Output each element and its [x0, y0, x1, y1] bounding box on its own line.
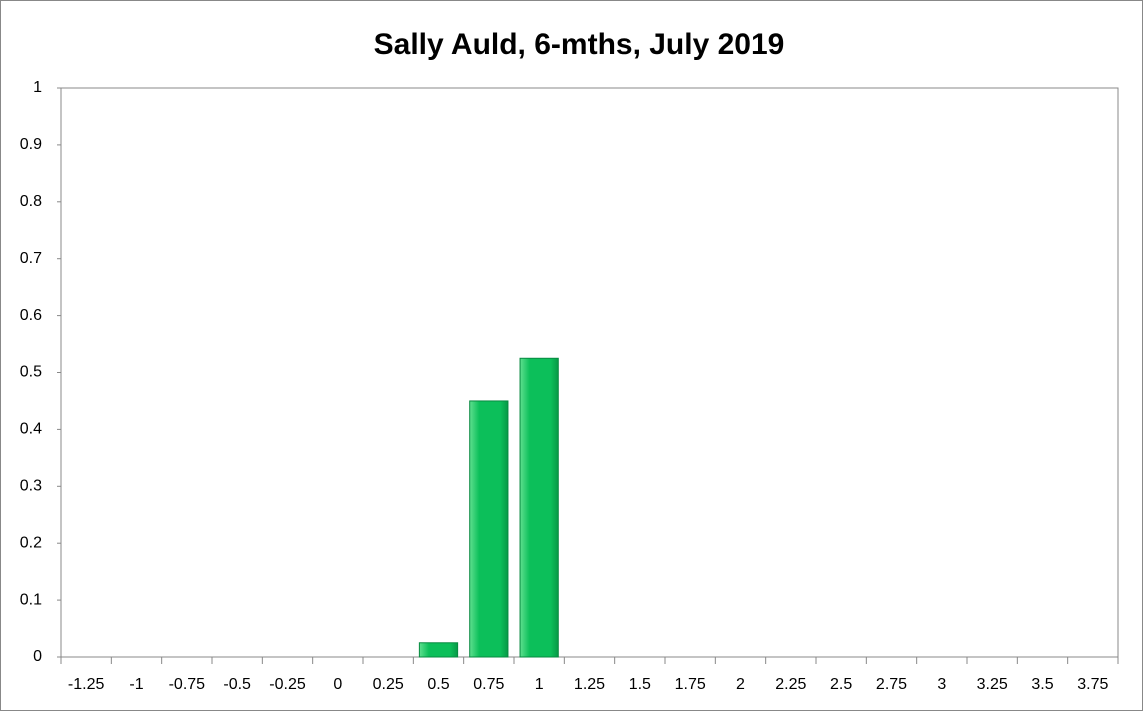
x-tick-label: 1	[535, 676, 544, 693]
y-tick-label: 0.1	[20, 591, 42, 608]
x-tick-label: -0.25	[269, 676, 306, 693]
x-tick-label: -0.75	[169, 676, 206, 693]
y-tick-label: 0.5	[20, 364, 42, 381]
x-tick-label: 1.5	[629, 676, 651, 693]
bar	[519, 357, 559, 658]
y-tick-label: 0.4	[20, 421, 42, 438]
y-tick-label: 0.7	[20, 250, 42, 267]
x-tick-label: 3.5	[1031, 676, 1053, 693]
y-tick-label: 0.8	[20, 193, 42, 210]
x-tick-label: 3.25	[977, 676, 1008, 693]
x-tick-label: 2.5	[830, 676, 852, 693]
y-tick-label: 1	[33, 79, 42, 96]
y-tick-label: 0.9	[20, 136, 42, 153]
y-tick-label: 0	[33, 648, 42, 665]
y-tick-label: 0.6	[20, 307, 42, 324]
x-tick-label: 1.75	[675, 676, 706, 693]
x-tick-label: 0	[333, 676, 342, 693]
x-tick-label: 0.25	[373, 676, 404, 693]
x-tick-label: 2.25	[775, 676, 806, 693]
x-tick-label: -1.25	[68, 676, 105, 693]
y-tick-label: 0.2	[20, 534, 42, 551]
bar	[469, 400, 509, 658]
y-tick-label: 0.3	[20, 478, 42, 495]
x-tick-label: 2.75	[876, 676, 907, 693]
x-tick-label: 1.25	[574, 676, 605, 693]
chart-title: Sally Auld, 6-mths, July 2019	[374, 28, 785, 61]
bar	[418, 642, 459, 658]
x-tick-label: 0.5	[427, 676, 449, 693]
x-tick-label: 0.75	[473, 676, 504, 693]
x-tick-label: 2	[736, 676, 745, 693]
x-tick-label: -1	[129, 676, 143, 693]
x-tick-label: 3.75	[1077, 676, 1108, 693]
x-tick-label: 3	[937, 676, 946, 693]
x-tick-label: -0.5	[223, 676, 251, 693]
